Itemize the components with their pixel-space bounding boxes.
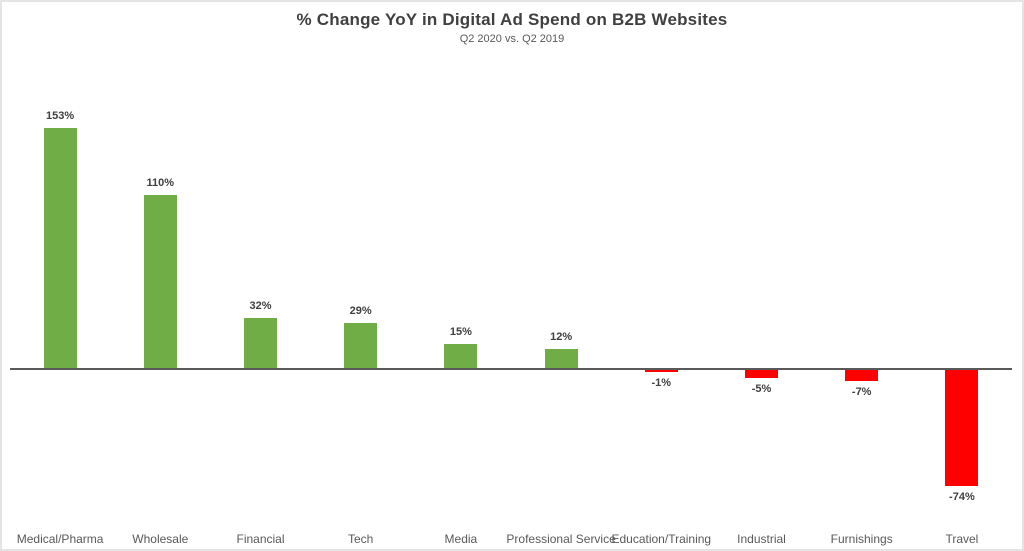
category-label: Medical/Pharma <box>16 532 104 546</box>
bar-furnishings <box>845 370 879 381</box>
bar-industrial <box>745 370 778 378</box>
chart-subtitle: Q2 2020 vs. Q2 2019 <box>459 33 565 45</box>
category-label: Professional Service <box>506 532 616 546</box>
value-label: 110% <box>146 177 175 190</box>
bar-education-training <box>644 370 678 372</box>
category-label: Industrial <box>737 532 786 546</box>
bar-medical-pharma <box>43 128 77 368</box>
x-axis-line <box>10 368 1012 370</box>
bar-travel <box>945 370 979 487</box>
bar-professional-service <box>544 349 578 368</box>
value-label: 15% <box>449 326 472 339</box>
category-label: Media <box>444 532 478 546</box>
bar-tech <box>344 322 378 368</box>
value-label: 12% <box>550 331 573 344</box>
category-label: Wholesale <box>132 532 189 546</box>
chart-title: % Change YoY in Digital Ad Spend on B2B … <box>296 10 728 29</box>
bar-financial <box>244 317 277 368</box>
value-label: -1% <box>651 377 672 389</box>
category-label: Education/Training <box>611 532 712 546</box>
bar-media <box>444 344 478 368</box>
category-label: Financial <box>236 532 285 546</box>
category-label: Tech <box>348 532 374 546</box>
value-label: -74% <box>949 491 975 504</box>
bar-wholesale <box>143 195 177 368</box>
value-label: -7% <box>851 385 872 398</box>
value-label: 153% <box>46 110 75 122</box>
category-label: Travel <box>945 532 979 546</box>
value-label: -5% <box>751 382 772 395</box>
value-label: 29% <box>349 304 372 317</box>
value-label: 32% <box>249 299 272 312</box>
category-label: Furnishings <box>830 532 893 546</box>
